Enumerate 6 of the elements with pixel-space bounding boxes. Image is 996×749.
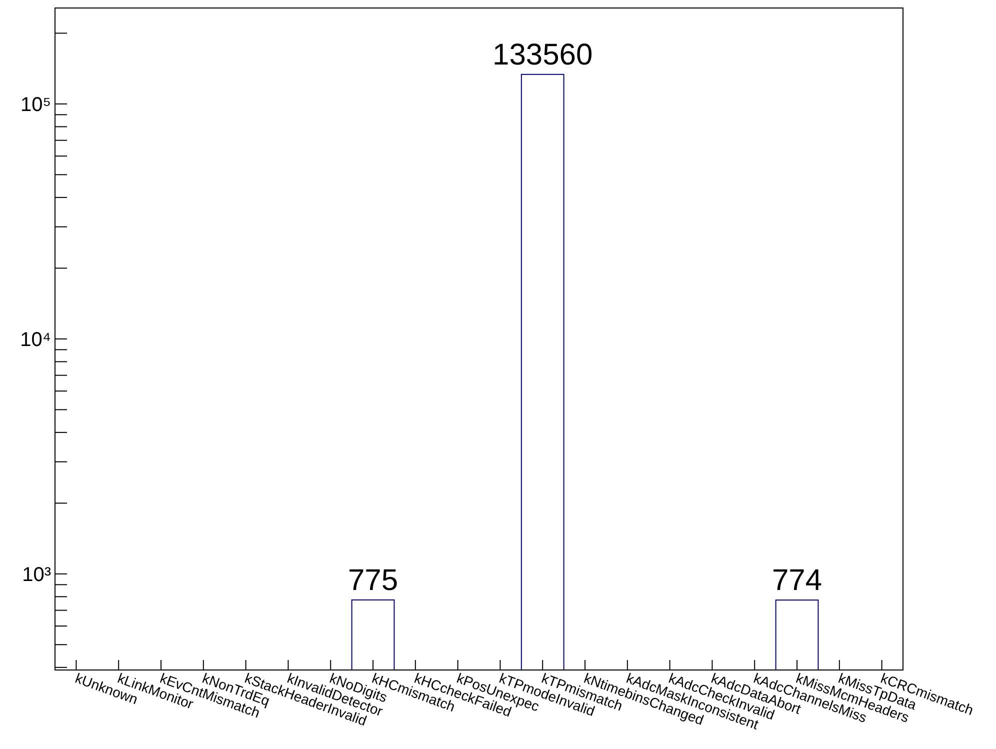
data-label: 775 bbox=[348, 564, 398, 597]
data-label: 774 bbox=[772, 564, 822, 598]
data-label: 133560 bbox=[492, 38, 593, 72]
y-tick-label: 10⁴ bbox=[20, 328, 51, 351]
y-tick-label: 10⁵ bbox=[20, 94, 51, 116]
y-tick-label: 10³ bbox=[22, 564, 52, 586]
